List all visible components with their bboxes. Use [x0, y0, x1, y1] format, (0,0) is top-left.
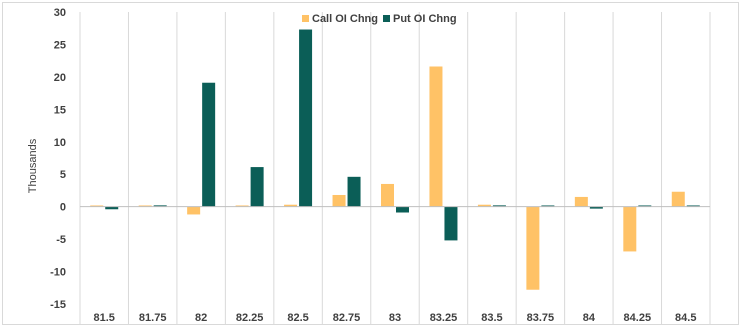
x-tick-label: 82.75	[333, 312, 361, 324]
y-tick-label: 5	[60, 169, 66, 181]
x-tick-label: 81.75	[139, 312, 167, 324]
y-tick-label: 15	[54, 104, 66, 116]
bar-put-83	[396, 206, 409, 213]
y-tick-label: 30	[54, 7, 66, 19]
bar-call-83.75	[526, 206, 540, 290]
bar-call-81.75	[138, 205, 152, 207]
y-axis-label: Thousands	[27, 138, 39, 193]
bar-call-84.5	[671, 191, 685, 207]
legend-swatch-call	[302, 15, 309, 22]
x-tick-label: 83	[389, 312, 401, 324]
y-tick-label: -5	[56, 234, 66, 246]
bar-call-84	[574, 196, 588, 207]
x-tick-label: 84	[583, 312, 596, 324]
bar-call-84.25	[623, 206, 637, 252]
x-tick-label: 84.5	[675, 312, 696, 324]
bar-call-82	[187, 206, 201, 215]
x-tick-label: 82.5	[287, 312, 308, 324]
legend-label-call: Call OI Chng	[312, 13, 378, 25]
bar-call-82.25	[235, 205, 249, 207]
bar-put-82.25	[250, 167, 264, 207]
bar-put-84.25	[638, 205, 652, 207]
y-tick-label: -10	[50, 267, 66, 279]
bar-put-82.5	[299, 29, 313, 207]
bar-call-82.75	[332, 194, 346, 207]
y-tick-label: 20	[54, 72, 66, 84]
x-tick-label: 84.25	[624, 312, 652, 324]
bar-call-81.5	[90, 205, 104, 207]
bar-put-83.5	[492, 205, 506, 207]
bar-call-82.5	[284, 204, 298, 207]
y-tick-label: 0	[60, 202, 66, 214]
bar-put-84.5	[686, 205, 700, 207]
bar-put-81.5	[105, 206, 119, 210]
bar-put-82	[202, 82, 216, 207]
bar-put-83.25	[444, 206, 458, 241]
bar-call-83.5	[477, 204, 491, 207]
bar-call-83.25	[429, 66, 443, 207]
y-tick-label: 10	[54, 137, 66, 149]
bar-put-82.75	[347, 176, 361, 207]
x-tick-label: 83.5	[481, 312, 502, 324]
x-tick-label: 81.5	[94, 312, 115, 324]
x-tick-label: 82.25	[236, 312, 264, 324]
y-tick-label: -15	[50, 299, 66, 311]
legend-swatch-put	[383, 15, 390, 22]
y-tick-label: 25	[54, 39, 66, 51]
bar-put-83.75	[541, 205, 555, 207]
chart-frame	[2, 2, 739, 325]
bar-put-84	[589, 206, 603, 209]
bar-call-83	[381, 183, 394, 207]
x-tick-label: 82	[195, 312, 207, 324]
legend-label-put: Put OI Chng	[393, 13, 457, 25]
x-tick-label: 83.75	[527, 312, 555, 324]
bar-put-81.75	[153, 205, 167, 207]
x-tick-label: 83.25	[430, 312, 458, 324]
